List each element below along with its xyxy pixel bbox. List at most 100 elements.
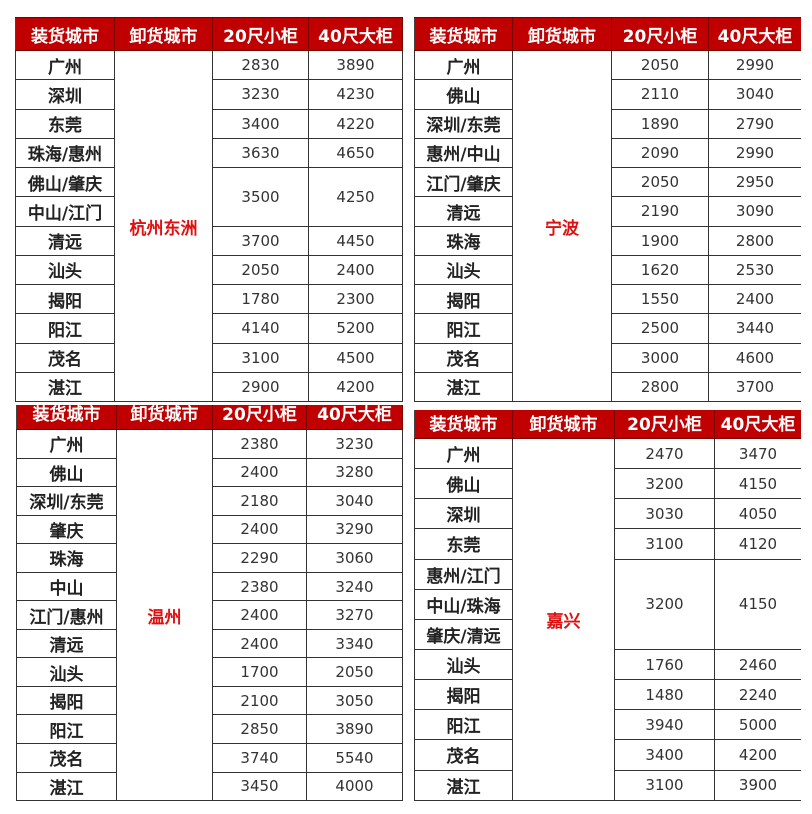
price-40ft-cell: 2530 — [708, 254, 801, 286]
price-20ft-cell: 2830 — [212, 49, 309, 81]
destination-city-cell: 嘉兴 — [512, 438, 615, 801]
price-40ft-cell: 4200 — [308, 371, 403, 403]
price-20ft-cell: 2400 — [212, 628, 307, 659]
price-20ft-cell: 3700 — [212, 225, 309, 256]
price-20ft-cell: 2380 — [212, 571, 307, 602]
table-row: 揭阳 1480 2240 — [414, 679, 801, 711]
table-row: 清远 3700 4450 — [15, 225, 403, 256]
header-row: 装货城市 卸货城市 20尺小柜 40尺大柜 — [15, 17, 403, 51]
table-row: 清远 2190 3090 — [414, 196, 801, 227]
price-40ft-cell: 3040 — [708, 79, 801, 110]
price-20ft-cell: 1620 — [611, 254, 709, 286]
price-20ft-cell: 2400 — [212, 514, 307, 545]
price-20ft-cell: 1700 — [212, 657, 307, 687]
table-row: 惠州/中山 2090 2990 — [414, 137, 801, 169]
price-table: 装货城市 卸货城市 20尺小柜 40尺大柜 广州 嘉兴 2470 3470 佛山 3200 4150… — [414, 410, 801, 801]
origin-city-cell: 揭阳 — [16, 685, 117, 716]
header-origin-city: 装货城市 — [15, 17, 115, 51]
origin-city-cell: 汕头 — [414, 648, 513, 681]
table-row: 湛江 2800 3700 — [414, 371, 801, 403]
table-row: 广州 宁波 2050 2990 — [414, 49, 801, 402]
price-40ft-cell: 4000 — [306, 771, 403, 802]
origin-city-cell: 广州 — [414, 49, 513, 81]
price-20ft-cell: 2800 — [611, 371, 709, 403]
table-row: 珠海 2290 3060 — [16, 543, 403, 573]
price-20ft-cell: 2900 — [212, 371, 309, 403]
price-40ft-cell: 4250 — [308, 167, 403, 227]
origin-city-cell: 肇庆/清远 — [414, 618, 513, 650]
origin-city-cell: 广州 — [414, 437, 513, 470]
header-row: 装货城市 卸货城市 20尺小柜 40尺大柜 — [414, 17, 801, 51]
origin-city-cell: 湛江 — [414, 371, 513, 403]
price-40ft-cell: 3050 — [306, 685, 403, 716]
price-20ft-cell: 3400 — [614, 739, 715, 771]
price-20ft-cell: 2050 — [212, 254, 309, 286]
price-20ft-cell: 3030 — [614, 498, 715, 530]
table-row: 深圳 3030 4050 — [414, 498, 801, 530]
origin-city-cell: 湛江 — [414, 769, 513, 801]
price-40ft-cell: 3290 — [306, 514, 403, 545]
origin-city-cell: 揭阳 — [414, 679, 513, 711]
header-row: 装货城市 卸货城市 20尺小柜 40尺大柜 — [16, 405, 403, 430]
table-row: 汕头 1620 2530 — [414, 254, 801, 286]
origin-city-cell: 广州 — [15, 49, 115, 81]
price-20ft-cell: 2400 — [212, 457, 307, 488]
origin-city-cell: 汕头 — [414, 254, 513, 286]
table-row: 阳江 3940 5000 — [414, 709, 801, 741]
price-20ft-cell: 2290 — [212, 543, 307, 573]
header-40ft-price: 40尺大柜 — [714, 410, 801, 439]
origin-city-cell: 佛山 — [414, 468, 513, 500]
table-row: 广州 嘉兴 2470 3470 — [414, 437, 801, 801]
origin-city-cell: 清远 — [15, 225, 115, 256]
price-40ft-cell: 2240 — [714, 679, 801, 711]
header-origin-city: 装货城市 — [16, 405, 117, 430]
header-origin-city: 装货城市 — [414, 17, 513, 51]
price-40ft-cell: 2300 — [308, 283, 403, 315]
table-row: 中山/江门 — [15, 196, 403, 227]
origin-city-cell: 揭阳 — [414, 283, 513, 315]
origin-city-cell: 汕头 — [16, 657, 117, 687]
header-20ft-price: 20尺小柜 — [614, 410, 715, 439]
origin-city-cell: 珠海 — [414, 225, 513, 256]
origin-city-cell: 东莞 — [15, 108, 115, 139]
price-20ft-cell: 1890 — [611, 108, 709, 139]
price-20ft-cell: 3100 — [614, 528, 715, 560]
origin-city-cell: 佛山 — [16, 457, 117, 488]
header-40ft-price: 40尺大柜 — [306, 405, 403, 430]
price-20ft-cell: 2090 — [611, 137, 709, 169]
price-40ft-cell: 4500 — [308, 342, 403, 373]
price-40ft-cell: 4150 — [714, 468, 801, 500]
price-40ft-cell: 5200 — [308, 313, 403, 344]
header-destination-city: 卸货城市 — [114, 17, 213, 51]
table-row: 汕头 1760 2460 — [414, 648, 801, 681]
price-20ft-cell: 2500 — [611, 313, 709, 344]
table-row: 茂名 3740 5540 — [16, 743, 403, 773]
origin-city-cell: 阳江 — [15, 313, 115, 344]
price-40ft-cell: 2400 — [308, 254, 403, 286]
price-40ft-cell: 2460 — [714, 648, 801, 681]
origin-city-cell: 深圳/东莞 — [414, 108, 513, 139]
price-20ft-cell: 2190 — [611, 196, 709, 227]
table-row: 东莞 3400 4220 — [15, 108, 403, 139]
origin-city-cell: 中山/江门 — [15, 196, 115, 227]
table-row: 江门/惠州 2400 3270 — [16, 600, 403, 630]
price-40ft-cell: 5540 — [306, 743, 403, 773]
price-40ft-cell: 3340 — [306, 628, 403, 659]
price-20ft-cell: 2100 — [212, 685, 307, 716]
table-row: 阳江 2850 3890 — [16, 714, 403, 745]
header-20ft-price: 20尺小柜 — [611, 17, 709, 51]
destination-city-cell: 杭州东洲 — [114, 50, 213, 402]
price-20ft-cell: 3000 — [611, 342, 709, 373]
origin-city-cell: 清远 — [16, 628, 117, 659]
price-20ft-cell: 3500 — [212, 167, 309, 227]
table-row: 湛江 3100 3900 — [414, 769, 801, 801]
price-40ft-cell: 3470 — [714, 437, 801, 470]
header-20ft-price: 20尺小柜 — [212, 405, 307, 430]
table-row: 广州 杭州东洲 2830 3890 — [15, 49, 403, 402]
destination-city-cell: 温州 — [116, 428, 213, 802]
price-40ft-cell: 3270 — [306, 600, 403, 630]
origin-city-cell: 广州 — [16, 429, 117, 459]
origin-city-cell: 江门/肇庆 — [414, 166, 513, 198]
price-40ft-cell: 4450 — [308, 225, 403, 256]
origin-city-cell: 深圳/东莞 — [16, 486, 117, 516]
